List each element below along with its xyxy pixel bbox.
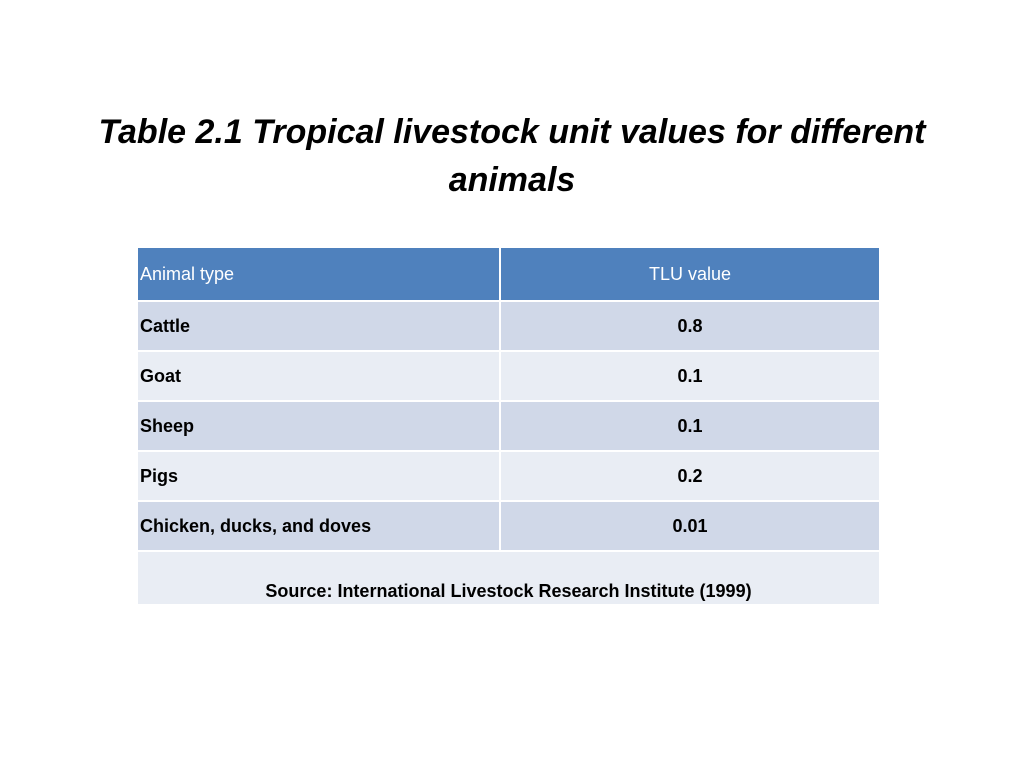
table-row: Sheep 0.1 xyxy=(136,400,881,452)
tlu-cell: 0.8 xyxy=(499,300,881,352)
tlu-cell: 0.1 xyxy=(499,400,881,452)
header-animal-type: Animal type xyxy=(136,246,501,302)
animal-cell: Cattle xyxy=(136,300,501,352)
tlu-cell: 0.01 xyxy=(499,500,881,552)
tlu-cell: 0.2 xyxy=(499,450,881,502)
slide-title: Table 2.1 Tropical livestock unit values… xyxy=(98,113,926,199)
table-row: Cattle 0.8 xyxy=(136,300,881,352)
table-header-row: Animal type TLU value xyxy=(136,246,881,302)
animal-cell: Pigs xyxy=(136,450,501,502)
tlu-table: Animal type TLU value Cattle 0.8 Goat 0.… xyxy=(136,246,881,606)
animal-cell: Sheep xyxy=(136,400,501,452)
source-note: Source: International Livestock Research… xyxy=(136,550,881,606)
source-row: Source: International Livestock Research… xyxy=(136,550,881,606)
animal-cell: Chicken, ducks, and doves xyxy=(136,500,501,552)
table-row: Goat 0.1 xyxy=(136,350,881,402)
tlu-cell: 0.1 xyxy=(499,350,881,402)
table-row: Pigs 0.2 xyxy=(136,450,881,502)
table-row: Chicken, ducks, and doves 0.01 xyxy=(136,500,881,552)
animal-cell: Goat xyxy=(136,350,501,402)
header-tlu-value: TLU value xyxy=(499,246,881,302)
